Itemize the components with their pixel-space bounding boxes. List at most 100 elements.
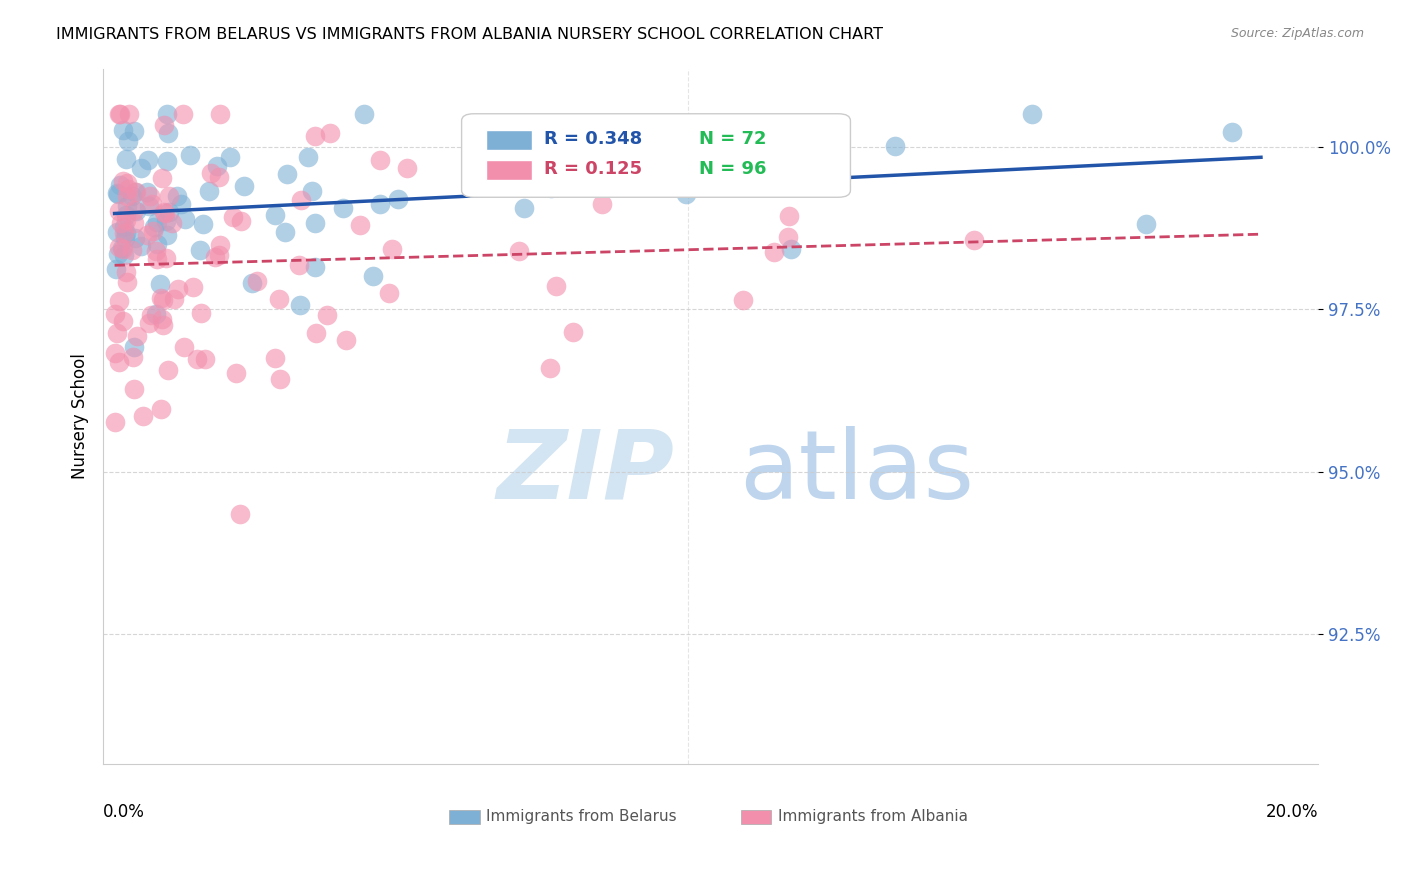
Point [1021, 107, 1043, 121]
Point [160, 216, 183, 230]
Point [111, 241, 134, 255]
Text: R = 0.125: R = 0.125 [544, 160, 643, 178]
Point [124, 231, 146, 245]
Point [209, 107, 232, 121]
Point [319, 126, 342, 140]
Point [194, 352, 217, 367]
Point [297, 150, 319, 164]
Point [884, 139, 907, 153]
Point [179, 148, 201, 162]
Text: Immigrants from Belarus: Immigrants from Belarus [486, 809, 676, 824]
Point [139, 308, 162, 322]
Point [115, 265, 138, 279]
Point [231, 214, 253, 228]
Point [232, 179, 254, 194]
Point [117, 199, 139, 213]
Point [104, 346, 127, 360]
FancyBboxPatch shape [461, 114, 851, 197]
Point [107, 246, 129, 260]
Point [112, 220, 135, 235]
Point [112, 227, 135, 241]
Point [166, 189, 188, 203]
Point [112, 248, 135, 262]
Text: R = 0.348: R = 0.348 [544, 130, 643, 148]
Point [146, 236, 169, 251]
Point [149, 401, 172, 416]
Point [733, 293, 755, 307]
Text: N = 96: N = 96 [699, 160, 766, 178]
Point [104, 308, 127, 322]
Point [117, 275, 139, 289]
Point [276, 167, 298, 181]
Point [191, 217, 214, 231]
Point [208, 169, 231, 184]
Point [776, 229, 799, 244]
Point [111, 242, 134, 256]
Point [780, 243, 803, 257]
Point [204, 250, 226, 264]
Point [108, 294, 131, 309]
Point [508, 244, 530, 259]
Point [115, 152, 138, 166]
Point [136, 153, 159, 167]
Point [131, 239, 153, 253]
FancyBboxPatch shape [486, 161, 531, 180]
Point [378, 286, 401, 301]
Point [117, 134, 139, 148]
Point [704, 169, 727, 183]
Text: atlas: atlas [740, 425, 974, 518]
Point [218, 150, 240, 164]
Text: N = 72: N = 72 [699, 130, 766, 148]
FancyBboxPatch shape [741, 810, 772, 823]
Point [107, 203, 129, 218]
Point [540, 180, 562, 194]
Point [198, 184, 221, 198]
Point [124, 124, 146, 138]
Point [225, 366, 247, 380]
Point [138, 199, 160, 213]
Point [136, 228, 159, 243]
Point [156, 154, 179, 169]
Point [762, 244, 785, 259]
Point [169, 197, 191, 211]
Point [114, 231, 136, 245]
Point [124, 185, 146, 199]
Point [264, 208, 287, 222]
Point [166, 282, 188, 296]
Point [124, 340, 146, 354]
Point [381, 242, 404, 256]
Y-axis label: Nursery School: Nursery School [72, 353, 89, 479]
Point [173, 340, 195, 354]
Point [139, 189, 162, 203]
Point [155, 214, 177, 228]
Point [619, 128, 641, 142]
Text: Source: ZipAtlas.com: Source: ZipAtlas.com [1230, 27, 1364, 40]
Point [155, 251, 177, 265]
Point [181, 280, 204, 294]
Point [186, 352, 208, 367]
Point [110, 216, 132, 230]
Point [153, 206, 176, 220]
Point [142, 224, 165, 238]
Point [205, 159, 228, 173]
Text: 0.0%: 0.0% [103, 803, 145, 821]
Point [129, 161, 152, 175]
Point [264, 351, 287, 365]
Point [157, 189, 180, 203]
Point [117, 182, 139, 196]
Point [108, 355, 131, 369]
Point [538, 361, 561, 376]
Point [778, 209, 800, 223]
Point [200, 166, 222, 180]
Point [150, 171, 173, 186]
Point [163, 293, 186, 307]
Text: IMMIGRANTS FROM BELARUS VS IMMIGRANTS FROM ALBANIA NURSERY SCHOOL CORRELATION CH: IMMIGRANTS FROM BELARUS VS IMMIGRANTS FR… [56, 27, 883, 42]
Point [387, 192, 409, 206]
Point [124, 382, 146, 396]
Point [335, 333, 357, 347]
Point [353, 107, 375, 121]
Point [145, 244, 167, 258]
Point [349, 218, 371, 232]
Point [115, 226, 138, 240]
Point [368, 197, 391, 211]
